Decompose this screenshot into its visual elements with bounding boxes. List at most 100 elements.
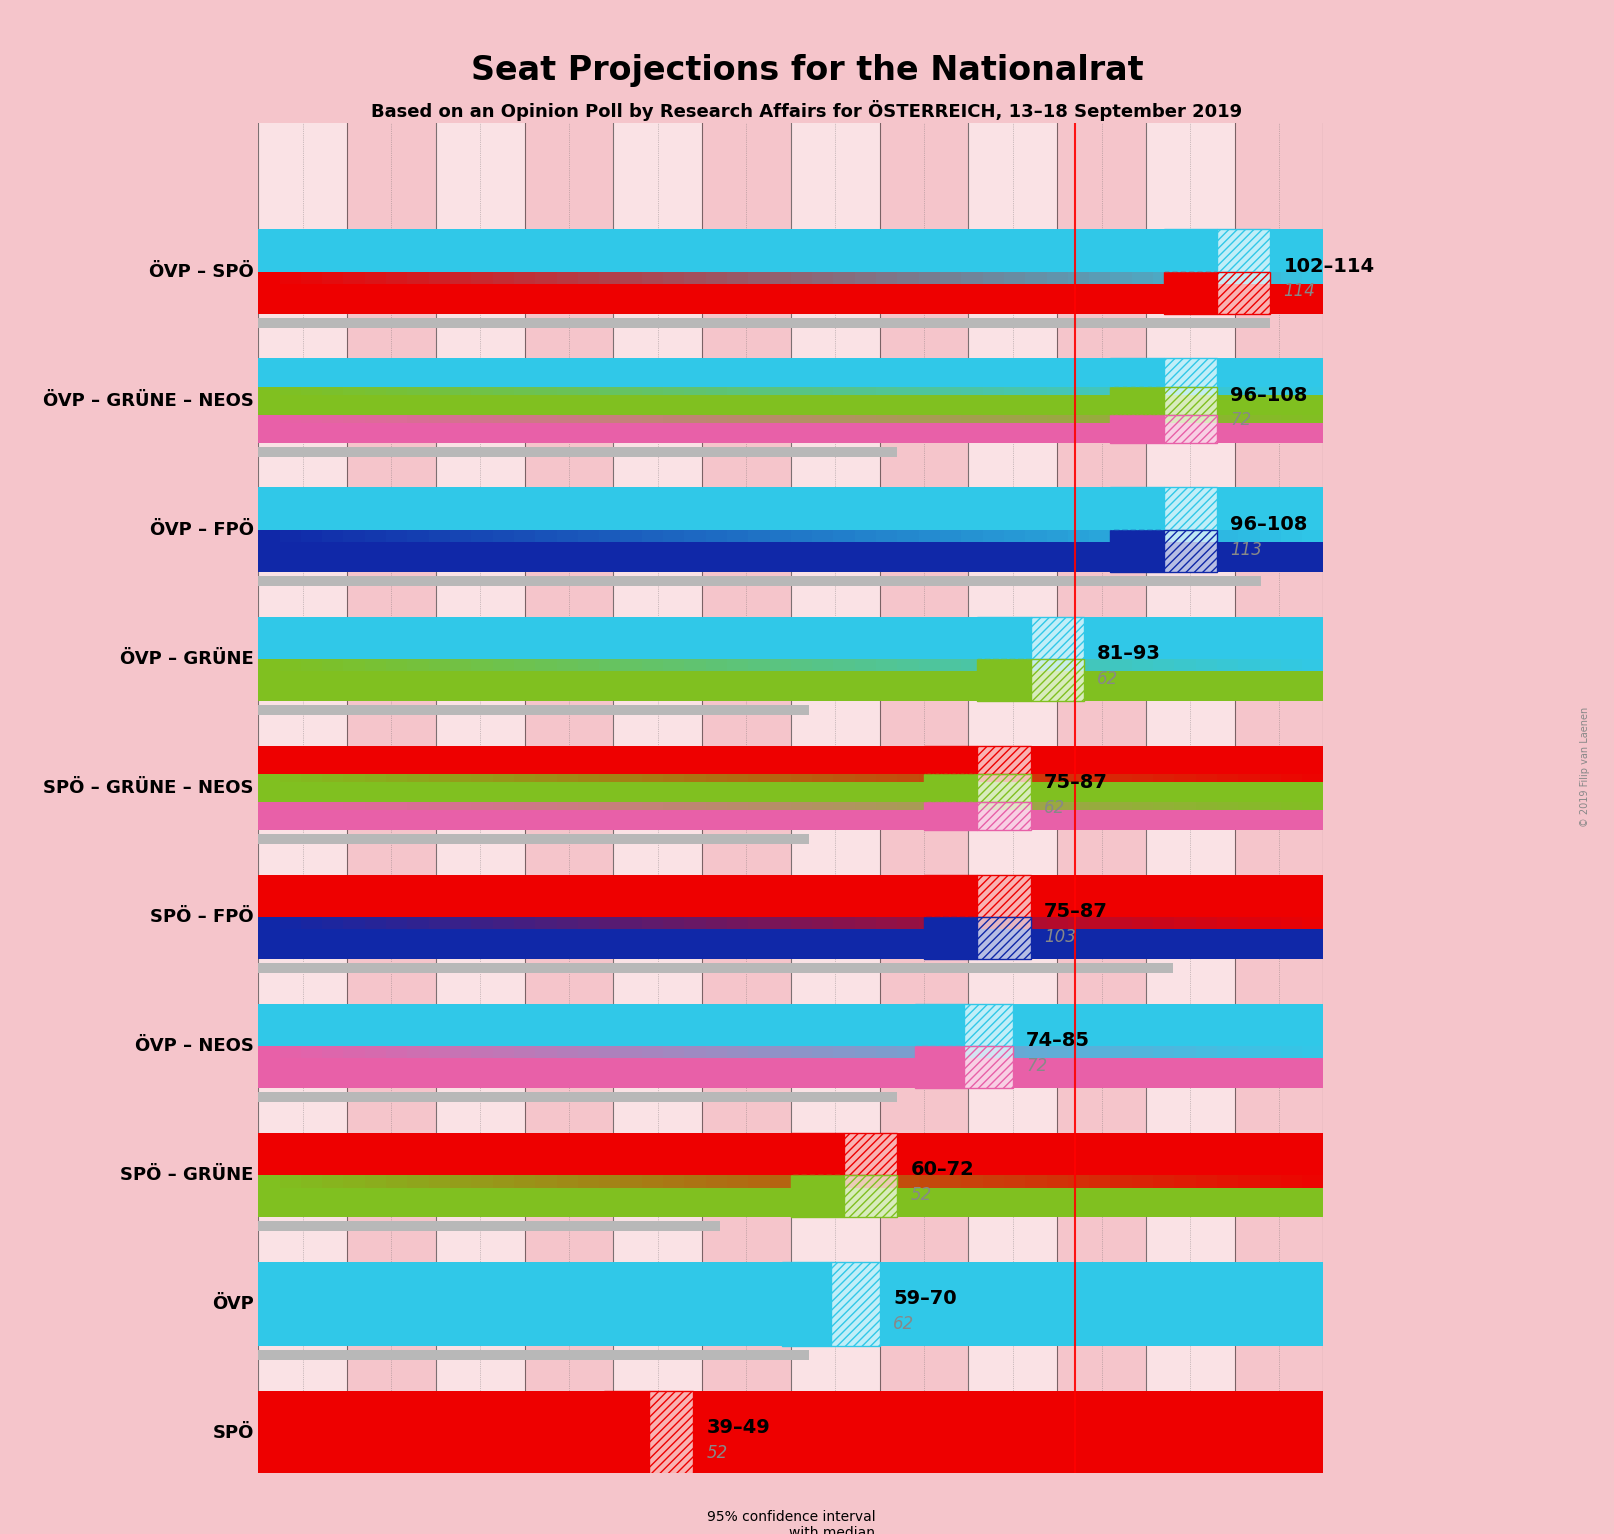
Bar bbox=[1004, 1046, 1025, 1058]
Bar bbox=[386, 773, 407, 782]
Text: © 2019 Filip van Laenen: © 2019 Filip van Laenen bbox=[1580, 707, 1590, 827]
Bar bbox=[962, 1046, 983, 1058]
Bar bbox=[1089, 272, 1110, 284]
Bar bbox=[983, 917, 1004, 930]
Bar bbox=[1046, 1175, 1068, 1187]
Bar bbox=[876, 773, 897, 782]
Bar bbox=[726, 529, 749, 543]
Bar bbox=[1217, 414, 1238, 423]
Bar bbox=[1238, 658, 1259, 672]
Bar bbox=[578, 1175, 599, 1187]
Bar bbox=[1175, 272, 1196, 284]
Bar bbox=[962, 658, 983, 672]
Bar bbox=[620, 1046, 642, 1058]
Bar bbox=[1164, 414, 1217, 443]
Bar bbox=[1025, 658, 1046, 672]
Bar bbox=[450, 414, 471, 423]
Bar bbox=[897, 387, 918, 396]
Text: 72: 72 bbox=[1230, 411, 1251, 430]
Bar bbox=[791, 1132, 844, 1175]
Text: 114: 114 bbox=[1283, 282, 1315, 301]
Bar bbox=[407, 802, 429, 810]
Bar bbox=[812, 272, 833, 284]
Bar bbox=[1004, 414, 1025, 423]
Bar bbox=[978, 773, 1030, 802]
Bar bbox=[1217, 529, 1238, 543]
Bar bbox=[258, 1479, 720, 1490]
Bar bbox=[613, 123, 702, 1473]
Bar bbox=[279, 272, 300, 284]
Bar bbox=[429, 1175, 450, 1187]
Bar bbox=[939, 1046, 962, 1058]
Bar bbox=[791, 387, 812, 396]
Bar bbox=[855, 272, 876, 284]
Bar bbox=[770, 773, 791, 782]
Bar bbox=[1110, 1046, 1131, 1058]
Text: 96–108: 96–108 bbox=[1230, 387, 1307, 405]
Bar bbox=[684, 802, 705, 810]
Bar bbox=[513, 1046, 536, 1058]
Bar bbox=[258, 387, 1323, 414]
Bar bbox=[599, 802, 620, 810]
Bar bbox=[783, 1261, 831, 1347]
Bar bbox=[1259, 529, 1282, 543]
Bar bbox=[983, 1175, 1004, 1187]
Bar bbox=[258, 1092, 897, 1101]
Text: 96–108: 96–108 bbox=[1230, 515, 1307, 534]
Bar bbox=[344, 387, 365, 396]
Bar bbox=[471, 658, 492, 672]
Bar bbox=[1164, 529, 1217, 572]
Bar bbox=[258, 917, 279, 930]
Bar bbox=[642, 414, 663, 423]
Bar bbox=[620, 773, 642, 782]
Bar bbox=[513, 414, 536, 423]
Bar bbox=[1110, 414, 1131, 423]
Bar bbox=[1110, 488, 1164, 529]
Bar bbox=[300, 414, 323, 423]
Bar bbox=[983, 529, 1004, 543]
Bar bbox=[279, 1046, 300, 1058]
Bar bbox=[450, 1046, 471, 1058]
Bar bbox=[300, 529, 323, 543]
Bar bbox=[513, 917, 536, 930]
Bar bbox=[770, 387, 791, 396]
Bar bbox=[1259, 387, 1282, 396]
Bar bbox=[663, 1175, 684, 1187]
Bar bbox=[939, 414, 962, 423]
Bar bbox=[855, 917, 876, 930]
Bar bbox=[258, 1046, 1323, 1088]
Bar bbox=[1004, 917, 1025, 930]
Bar bbox=[1282, 387, 1302, 396]
Bar bbox=[705, 773, 726, 782]
Bar bbox=[599, 387, 620, 396]
Bar bbox=[749, 773, 770, 782]
Bar bbox=[450, 529, 471, 543]
Bar bbox=[791, 1175, 844, 1216]
Bar bbox=[1046, 658, 1068, 672]
Bar bbox=[897, 1175, 918, 1187]
Bar bbox=[925, 773, 978, 802]
Bar bbox=[649, 1391, 694, 1476]
Bar bbox=[344, 1175, 365, 1187]
Bar bbox=[1110, 414, 1164, 443]
Bar bbox=[1152, 802, 1175, 810]
Bar bbox=[833, 414, 855, 423]
Bar bbox=[897, 773, 918, 782]
Bar bbox=[1164, 230, 1217, 272]
Bar bbox=[323, 917, 344, 930]
Bar bbox=[791, 1175, 844, 1216]
Text: 81–93: 81–93 bbox=[1098, 644, 1160, 663]
Bar bbox=[1089, 802, 1110, 810]
Text: 75–87: 75–87 bbox=[1044, 773, 1107, 792]
Bar bbox=[1217, 1175, 1238, 1187]
Bar bbox=[855, 773, 876, 782]
Bar bbox=[365, 387, 386, 396]
Bar bbox=[1164, 359, 1217, 387]
Bar bbox=[1238, 387, 1259, 396]
Bar bbox=[705, 272, 726, 284]
Bar bbox=[918, 658, 939, 672]
Bar bbox=[1217, 272, 1270, 314]
Bar bbox=[450, 658, 471, 672]
Bar bbox=[620, 529, 642, 543]
Bar bbox=[855, 1175, 876, 1187]
